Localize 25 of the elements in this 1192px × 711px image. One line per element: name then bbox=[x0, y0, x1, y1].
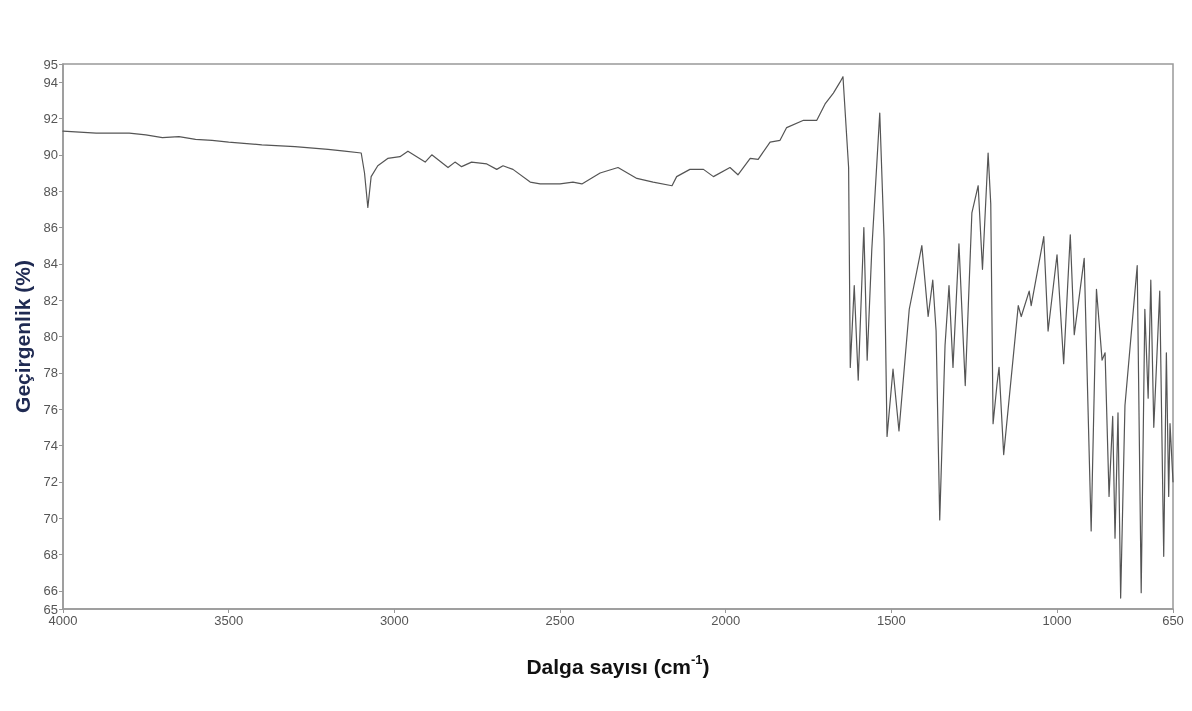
y-tick-label: 80 bbox=[43, 329, 58, 344]
x-tick-label: 3000 bbox=[379, 613, 409, 628]
y-axis-title: Geçirgenlik (%) bbox=[10, 260, 34, 413]
y-tick-label: 92 bbox=[43, 111, 58, 126]
y-tick-label: 76 bbox=[43, 401, 58, 417]
y-tick-label: 66 bbox=[43, 583, 58, 599]
x-tick-label: 1500 bbox=[876, 613, 906, 628]
y-tick-label: 95 bbox=[43, 56, 58, 72]
y-tick-label: 68 bbox=[43, 547, 58, 562]
x-tick-label: 3500 bbox=[214, 613, 244, 628]
y-tick-label: 90 bbox=[43, 147, 58, 163]
y-tick-label: 72 bbox=[43, 474, 58, 490]
y-tick-label: 94 bbox=[43, 74, 58, 90]
y-tick-label: 82 bbox=[43, 292, 58, 308]
x-tick-label: 650 bbox=[1162, 613, 1184, 628]
y-tick-label: 70 bbox=[43, 510, 58, 526]
y-tick-label: 86 bbox=[43, 220, 58, 235]
x-tick-label: 2000 bbox=[711, 613, 741, 628]
y-tick-label: 84 bbox=[43, 256, 58, 272]
y-tick-label: 78 bbox=[43, 365, 58, 381]
x-tick-label: 2500 bbox=[545, 613, 575, 628]
y-tick-label: 74 bbox=[43, 438, 58, 453]
line-series bbox=[62, 76, 1174, 599]
y-tick-label: 88 bbox=[43, 183, 58, 199]
x-tick-label: 1000 bbox=[1042, 613, 1072, 628]
